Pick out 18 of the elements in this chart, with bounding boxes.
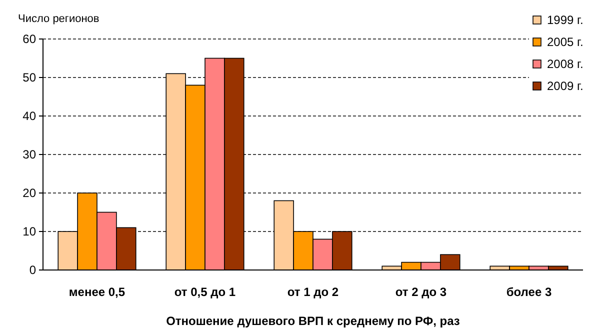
x-tick-label: от 0,5 до 1 xyxy=(174,285,236,299)
y-tick-label: 10 xyxy=(22,224,36,239)
x-tick-label: от 1 до 2 xyxy=(287,285,339,299)
y-tick-label: 50 xyxy=(22,70,36,85)
x-tick-label: от 2 до 3 xyxy=(395,285,447,299)
x-tick-label: менее 0,5 xyxy=(68,285,126,299)
y-tick-label: 40 xyxy=(22,109,36,124)
legend-label: 2009 г. xyxy=(547,79,584,94)
y-tick-label: 0 xyxy=(29,263,36,278)
y-axis-title: Число регионов xyxy=(18,13,100,25)
x-tick-label: более 3 xyxy=(506,285,552,299)
y-tick-label: 60 xyxy=(22,32,36,46)
legend-label: 2008 г. xyxy=(547,57,584,72)
y-tick-label: 30 xyxy=(22,148,36,162)
y-tick-label: 20 xyxy=(22,186,36,200)
legend-label: 2005 г. xyxy=(547,35,584,50)
x-axis-title: Отношение душевого ВРП к среднему по РФ, раз xyxy=(166,314,460,328)
legend-label: 1999 г. xyxy=(547,13,584,28)
